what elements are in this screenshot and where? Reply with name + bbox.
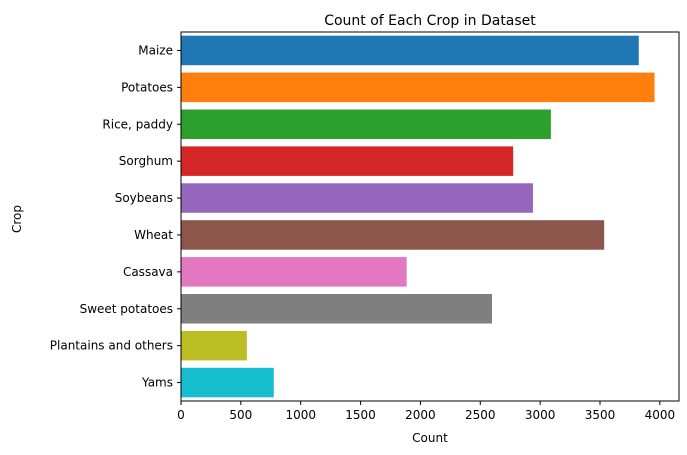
bar-potatoes [181,72,655,103]
bar-sorghum [181,146,514,176]
x-tick-label: 0 [177,408,185,422]
y-tick-label: Sorghum [119,154,173,168]
y-tick-label: Soybeans [115,191,173,205]
x-tick-label: 3500 [585,408,616,422]
y-tick-label: Sweet potatoes [80,302,173,316]
x-tick-label: 2500 [465,408,496,422]
x-ticks-layer: 0 500 1000 1500 2000 2500 3000 3500 4000 [177,401,675,422]
bar-rice-paddy [181,109,551,140]
bar-yams [181,367,274,398]
y-axis-label: Crop [10,205,24,233]
y-tick-label: Plantains and others [50,339,173,353]
x-tick-label: 3000 [525,408,556,422]
bar-wheat [181,220,605,250]
x-tick-label: 2000 [405,408,436,422]
y-tick-label: Rice, paddy [102,117,173,131]
x-tick-label: 4000 [645,408,676,422]
x-tick-label: 1500 [345,408,376,422]
plot-frame [180,31,680,402]
y-tick-label: Potatoes [121,80,173,94]
bars-layer [181,35,655,398]
y-ticks-layer: Maize Potatoes Rice, paddy Sorghum Soybeans W… [50,43,181,390]
y-tick-label: Wheat [134,228,173,242]
bar-plantains-and-others [181,330,247,361]
bar-maize [181,35,639,66]
bar-cassava [181,257,407,287]
x-tick-label: 1000 [285,408,316,422]
x-tick-label: 500 [229,408,252,422]
x-axis-label: Count [412,431,448,445]
y-tick-label: Cassava [123,265,173,279]
bar-sweet-potatoes [181,293,493,324]
bar-soybeans [181,183,533,213]
chart-title: Count of Each Crop in Dataset [324,13,536,29]
y-tick-label: Maize [138,43,173,57]
y-tick-label: Yams [141,376,173,390]
